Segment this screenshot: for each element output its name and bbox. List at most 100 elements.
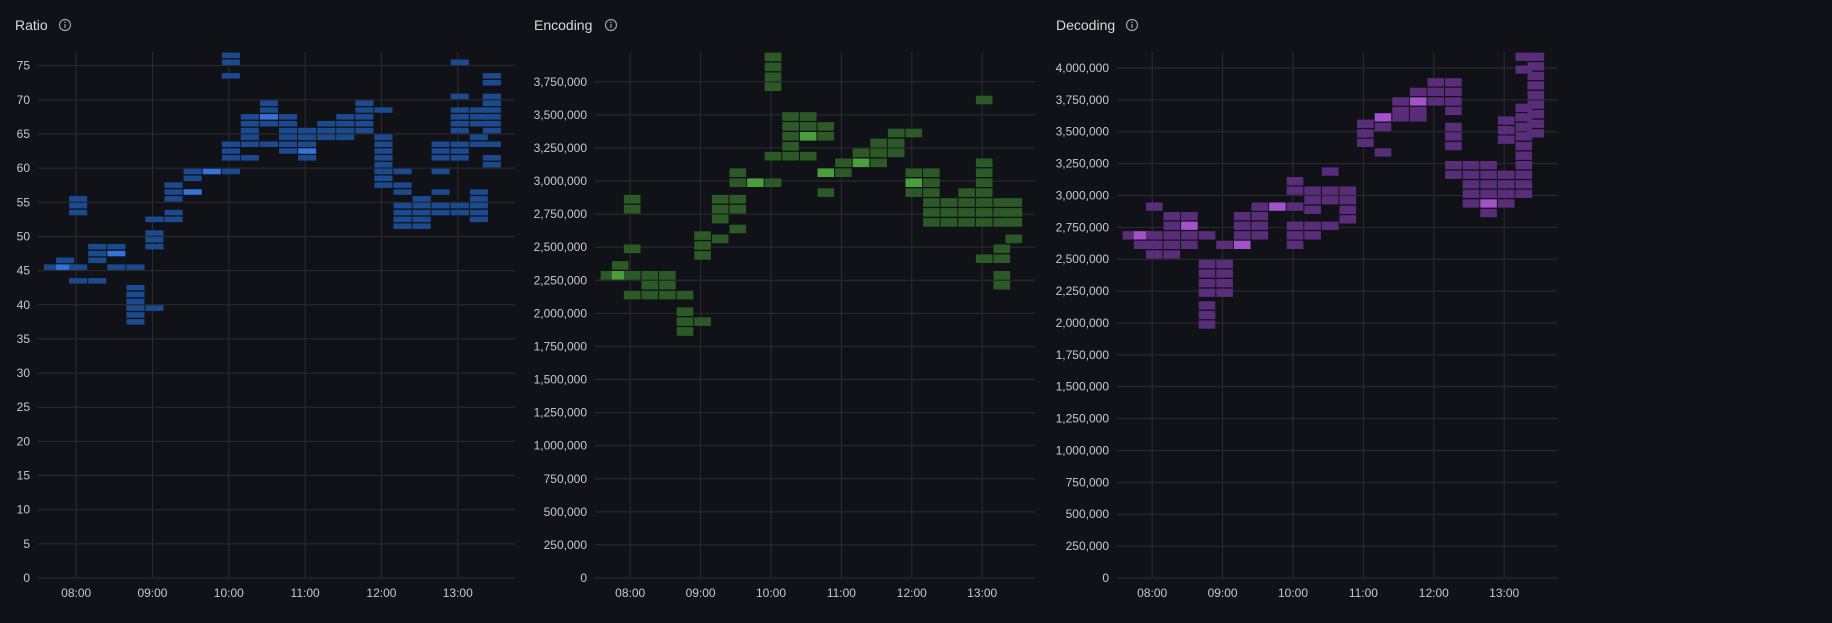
heatmap-cell[interactable]: [1304, 221, 1321, 230]
heatmap-cell[interactable]: [1497, 126, 1515, 135]
heatmap-cell[interactable]: [355, 121, 374, 127]
heatmap-cell[interactable]: [1445, 106, 1462, 116]
heatmap-cell[interactable]: [1374, 113, 1392, 122]
heatmap-cell[interactable]: [431, 155, 450, 161]
heatmap-cell[interactable]: [221, 73, 240, 79]
heatmap-cell[interactable]: [69, 196, 88, 202]
heatmap-cell[interactable]: [355, 114, 374, 120]
heatmap-cell[interactable]: [817, 132, 835, 141]
heatmap-cell[interactable]: [317, 127, 336, 134]
heatmap-cell[interactable]: [975, 178, 993, 187]
heatmap-cell[interactable]: [782, 132, 799, 141]
heatmap-cell[interactable]: [975, 208, 993, 217]
heatmap-cell[interactable]: [1515, 52, 1533, 61]
heatmap-cell[interactable]: [694, 251, 711, 260]
heatmap-cell[interactable]: [711, 214, 729, 224]
heatmap-cell[interactable]: [993, 218, 1011, 227]
heatmap-cell[interactable]: [1527, 71, 1545, 81]
heatmap-cell[interactable]: [56, 257, 75, 264]
heatmap-cell[interactable]: [450, 93, 469, 100]
heatmap-cell[interactable]: [975, 158, 993, 168]
heatmap-cell[interactable]: [1392, 113, 1409, 122]
heatmap-cell[interactable]: [1527, 62, 1545, 71]
heatmap-cell[interactable]: [1480, 208, 1497, 218]
heatmap-cell[interactable]: [374, 168, 393, 175]
heatmap-cell[interactable]: [355, 127, 374, 134]
info-circle-icon[interactable]: [58, 18, 72, 32]
heatmap-cell[interactable]: [782, 151, 799, 161]
heatmap-cell[interactable]: [958, 208, 975, 217]
heatmap-cell[interactable]: [126, 291, 145, 298]
heatmap-cell[interactable]: [659, 290, 676, 300]
heatmap-cell[interactable]: [221, 148, 240, 154]
heatmap-cell[interactable]: [374, 175, 393, 182]
heatmap-cell[interactable]: [1233, 221, 1251, 230]
heatmap-cell[interactable]: [1515, 180, 1533, 189]
heatmap-cell[interactable]: [145, 216, 164, 223]
heatmap-cell[interactable]: [1321, 221, 1339, 230]
heatmap-cell[interactable]: [259, 141, 278, 148]
heatmap-cell[interactable]: [641, 280, 659, 290]
info-circle-icon[interactable]: [604, 18, 618, 32]
heatmap-cell[interactable]: [450, 155, 469, 161]
heatmap-cell[interactable]: [374, 161, 393, 168]
heatmap-cell[interactable]: [1005, 234, 1023, 244]
heatmap-cell[interactable]: [240, 141, 259, 148]
heatmap-cell[interactable]: [799, 132, 817, 141]
heatmap-cell[interactable]: [450, 141, 469, 148]
heatmap-cell[interactable]: [1198, 288, 1216, 297]
heatmap-cell[interactable]: [221, 59, 240, 66]
heatmap-cell[interactable]: [1198, 259, 1216, 269]
heatmap-cell[interactable]: [1515, 189, 1533, 198]
heatmap-cell[interactable]: [1445, 161, 1462, 170]
heatmap-cell[interactable]: [279, 148, 298, 154]
heatmap-cell[interactable]: [1357, 119, 1374, 128]
heatmap-cell[interactable]: [975, 95, 993, 105]
heatmap-cell[interactable]: [764, 82, 782, 91]
heatmap-cell[interactable]: [259, 114, 278, 120]
heatmap-cell[interactable]: [1286, 231, 1304, 240]
heatmap-cell[interactable]: [1462, 199, 1480, 208]
heatmap-cell[interactable]: [412, 202, 431, 209]
heatmap-cell[interactable]: [1515, 170, 1533, 179]
heatmap-cell[interactable]: [1181, 212, 1198, 221]
heatmap-cell[interactable]: [905, 128, 923, 138]
heatmap-cell[interactable]: [164, 182, 183, 188]
heatmap-cell[interactable]: [1480, 161, 1497, 170]
heatmap-cell[interactable]: [817, 122, 835, 131]
heatmap-cell[interactable]: [1005, 198, 1023, 207]
heatmap-cell[interactable]: [782, 142, 799, 151]
heatmap-cell[interactable]: [393, 209, 412, 216]
heatmap-cell[interactable]: [764, 151, 782, 161]
heatmap-cell[interactable]: [1445, 170, 1462, 179]
heatmap-cell[interactable]: [393, 189, 412, 195]
heatmap-cell[interactable]: [240, 114, 259, 120]
heatmap-cell[interactable]: [940, 198, 958, 207]
heatmap-cell[interactable]: [1286, 202, 1304, 211]
heatmap-cell[interactable]: [1527, 100, 1545, 109]
heatmap-cell[interactable]: [600, 271, 618, 280]
heatmap-cell[interactable]: [1515, 132, 1533, 141]
heatmap-cell[interactable]: [870, 148, 887, 158]
heatmap-cell[interactable]: [1409, 87, 1427, 96]
heatmap-cell[interactable]: [1527, 90, 1545, 100]
heatmap-cell[interactable]: [1392, 97, 1409, 106]
heatmap-cell[interactable]: [694, 241, 711, 250]
heatmap-cell[interactable]: [1198, 269, 1216, 278]
heatmap-cell[interactable]: [164, 209, 183, 216]
heatmap-cell[interactable]: [279, 134, 298, 141]
heatmap-cell[interactable]: [469, 107, 488, 113]
heatmap-cell[interactable]: [835, 158, 852, 168]
heatmap-cell[interactable]: [482, 127, 501, 134]
heatmap-cell[interactable]: [711, 234, 729, 244]
heatmap-cell[interactable]: [1122, 231, 1140, 240]
heatmap-cell[interactable]: [1163, 240, 1181, 249]
heatmap-cell[interactable]: [958, 218, 975, 227]
heatmap-cell[interactable]: [1515, 113, 1533, 122]
heatmap-cell[interactable]: [1216, 240, 1233, 249]
heatmap-cell[interactable]: [164, 196, 183, 202]
heatmap-cell[interactable]: [1198, 279, 1216, 288]
heatmap-cell[interactable]: [482, 155, 501, 161]
heatmap-cell[interactable]: [993, 198, 1011, 207]
heatmap-cell[interactable]: [1181, 221, 1198, 230]
